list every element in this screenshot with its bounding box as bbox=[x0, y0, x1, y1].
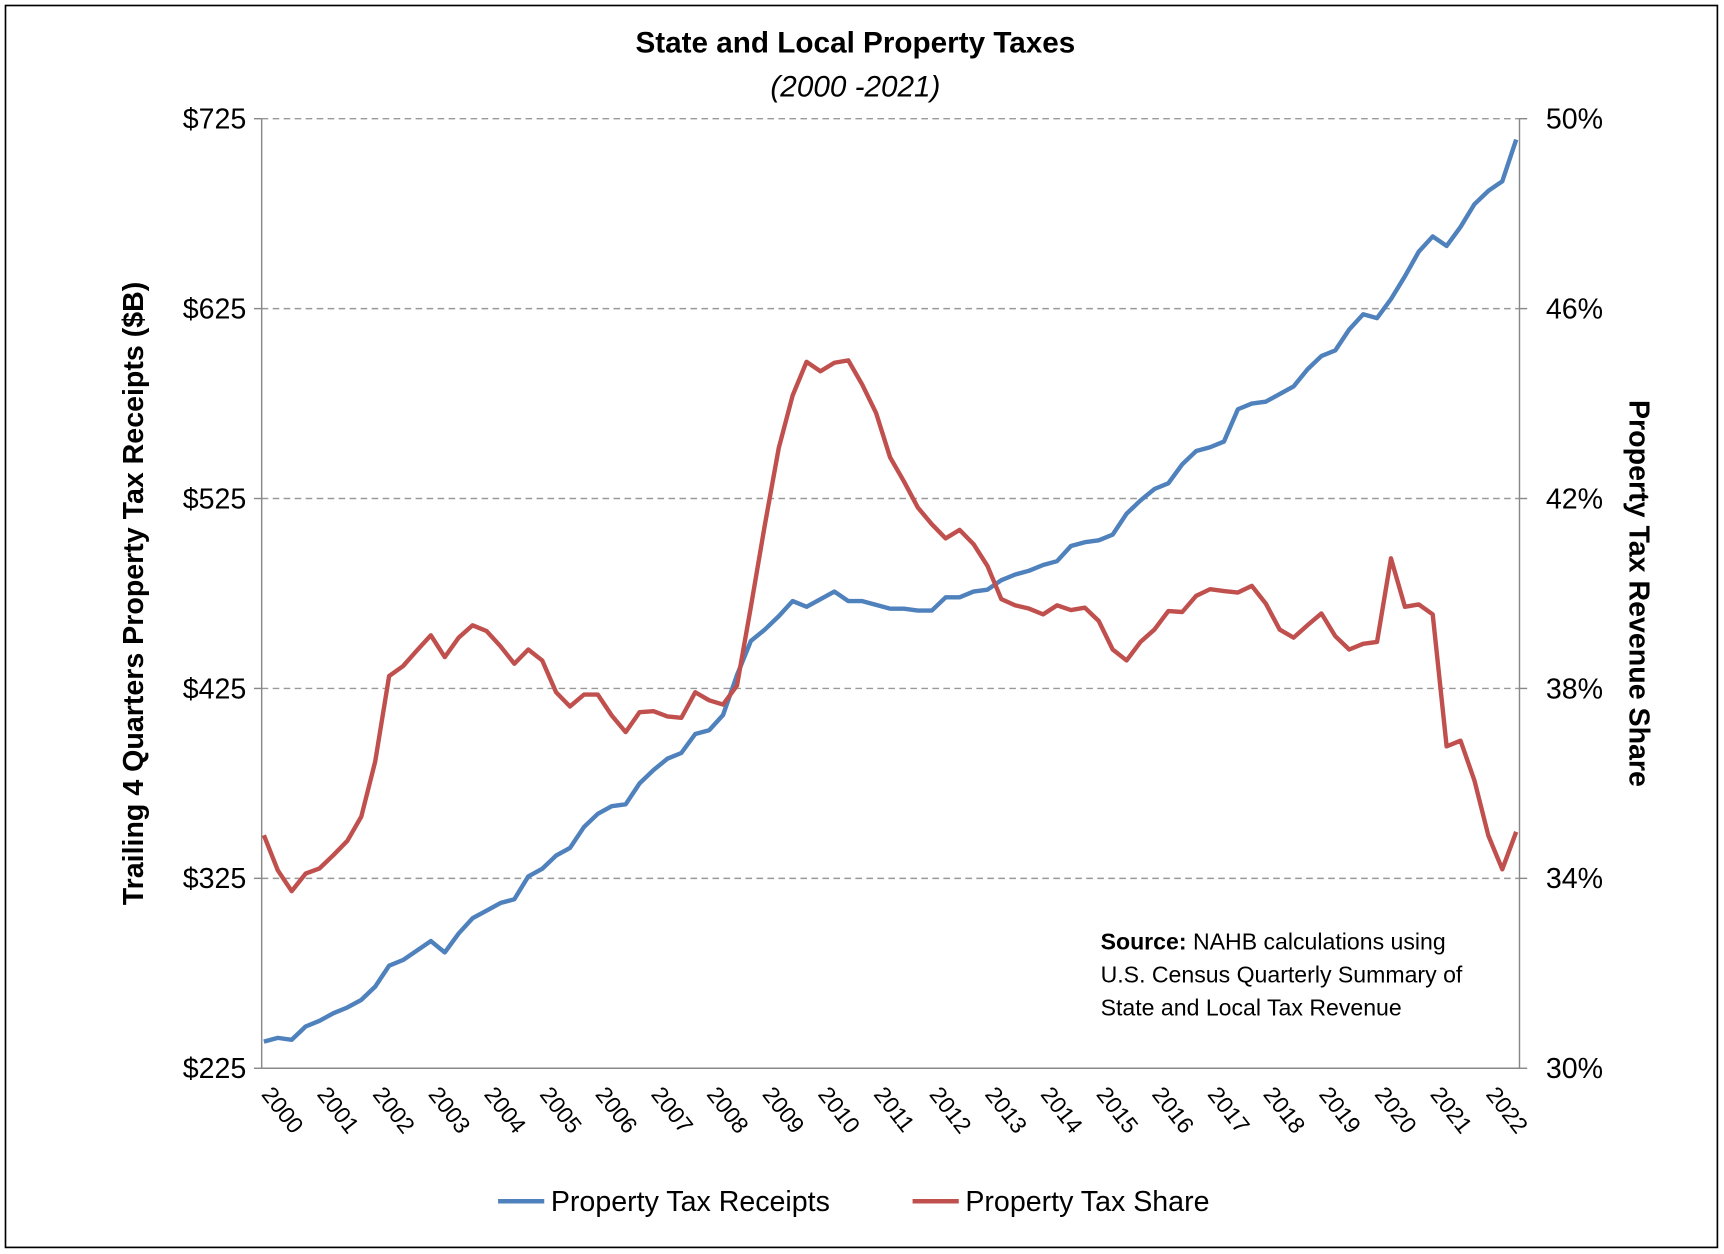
y2-axis-label: Property Tax Revenue Share bbox=[1622, 400, 1654, 787]
annotation-label: Source: bbox=[1101, 929, 1187, 955]
y2-tick-label: 38% bbox=[1546, 673, 1603, 705]
y2-tick-label: 30% bbox=[1546, 1053, 1603, 1085]
y-tick-label: $225 bbox=[183, 1053, 247, 1085]
y2-tick-label: 46% bbox=[1546, 294, 1603, 326]
y2-tick-label: 42% bbox=[1546, 483, 1603, 515]
y-tick-label: $725 bbox=[183, 104, 247, 136]
y2-tick-label: 34% bbox=[1546, 863, 1603, 895]
y-tick-label: $325 bbox=[183, 863, 247, 895]
annotation-line: NAHB calculations using bbox=[1187, 929, 1446, 955]
annotation: Source: NAHB calculations using U.S. Cens… bbox=[1101, 929, 1463, 1021]
series-line bbox=[263, 138, 1519, 1044]
annotation-line: U.S. Census Quarterly Summary of bbox=[1101, 962, 1463, 988]
annotation-line: State and Local Tax Revenue bbox=[1101, 995, 1402, 1021]
legend-label: Property Tax Share bbox=[965, 1186, 1209, 1218]
chart-subtitle: (2000 -2021) bbox=[770, 71, 940, 104]
chart-title: State and Local Property Taxes bbox=[635, 27, 1075, 60]
series-line bbox=[261, 358, 1519, 894]
y-tick-label: $525 bbox=[183, 483, 247, 515]
legend-label: Property Tax Receipts bbox=[551, 1186, 830, 1218]
y2-tick-label: 50% bbox=[1546, 104, 1603, 136]
y-tick-label: $625 bbox=[183, 294, 247, 326]
y-axis-label: Trailing 4 Quarters Property Tax Receipt… bbox=[118, 282, 150, 906]
y-tick-label: $425 bbox=[183, 673, 247, 705]
